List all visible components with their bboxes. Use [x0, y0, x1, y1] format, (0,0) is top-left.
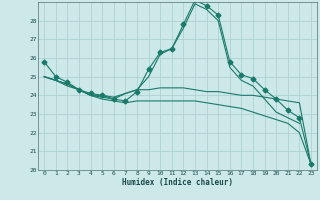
- X-axis label: Humidex (Indice chaleur): Humidex (Indice chaleur): [122, 178, 233, 187]
